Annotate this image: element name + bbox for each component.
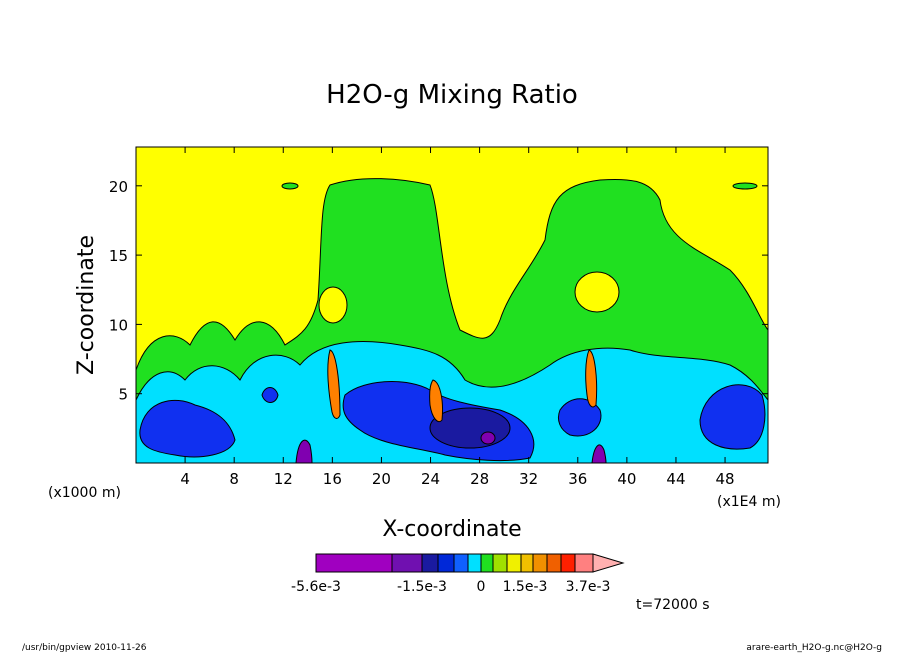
colorbar-swatch — [546, 553, 562, 573]
x-tick-label: 40 — [617, 470, 636, 488]
colorbar-swatch — [480, 553, 494, 573]
x-unit-right: (x1E4 m) — [717, 494, 781, 510]
y-tick-label: 5 — [118, 386, 128, 404]
colorbar-swatch — [560, 553, 576, 573]
field-blue-left — [139, 399, 236, 458]
field-blue-mid2 — [557, 398, 602, 437]
colorbar-tick-label: 3.7e-3 — [566, 579, 611, 595]
x-tick-label: 28 — [470, 470, 489, 488]
colorbar-swatch — [520, 553, 534, 573]
field-column-24 — [429, 379, 443, 423]
y-tick-label: 20 — [109, 178, 128, 196]
field-yellow-bubble-right — [574, 271, 620, 313]
field-column-16 — [327, 349, 341, 419]
colorbar-tick-label: -5.6e-3 — [291, 579, 341, 595]
colorbar-swatch — [574, 553, 594, 573]
x-axis-label: X-coordinate — [382, 517, 521, 542]
colorbar-swatch — [506, 553, 522, 573]
field-purple-base-left — [295, 439, 313, 463]
x-tick-label: 48 — [716, 470, 735, 488]
colorbar-swatch — [532, 553, 548, 573]
colorbar-swatch — [315, 553, 393, 573]
x-tick-label: 12 — [274, 470, 293, 488]
field-upper-patch-2 — [732, 182, 758, 190]
field-upper-patch-1 — [281, 182, 299, 190]
colorbar-swatch — [391, 553, 423, 573]
x-tick-label: 36 — [568, 470, 587, 488]
x-tick-label: 4 — [180, 470, 190, 488]
plot-frame — [135, 146, 769, 464]
x-tick-label: 16 — [323, 470, 342, 488]
y-axis-label: Z-coordinate — [74, 235, 99, 375]
field-yellow-bubble-left — [318, 286, 348, 324]
x-tick-label: 24 — [421, 470, 440, 488]
colorbar-swatch — [467, 553, 482, 573]
colorbar-swatch — [453, 553, 469, 573]
footer-left: /usr/bin/gpview 2010-11-26 — [22, 643, 147, 653]
time-label: t=72000 s — [636, 597, 710, 613]
field-blue-small — [261, 387, 279, 403]
colorbar — [315, 553, 625, 573]
x-tick-label: 44 — [666, 470, 685, 488]
colorbar-swatch — [437, 553, 455, 573]
colorbar-swatch — [421, 553, 439, 573]
chart-title: H2O-g Mixing Ratio — [326, 80, 578, 110]
colorbar-arrow — [592, 553, 625, 573]
field-blue-right — [699, 384, 766, 450]
x-tick-label: 8 — [229, 470, 239, 488]
y-axis: 5 10 15 20 — [109, 178, 768, 404]
colorbar-swatch — [492, 553, 508, 573]
plot-field — [136, 147, 768, 463]
x-tick-label: 32 — [519, 470, 538, 488]
field-purple-base-right — [591, 444, 607, 463]
footer-right: arare-earth_H2O-g.nc@H2O-g — [746, 643, 882, 653]
x-axis: 4 8 12 16 20 24 28 32 36 40 44 48 — [180, 147, 735, 488]
colorbar-tick-label: 0 — [477, 579, 486, 595]
field-column-36 — [585, 349, 598, 408]
colorbar-tick-label: 1.5e-3 — [503, 579, 548, 595]
x-unit-left: (x1000 m) — [48, 485, 121, 501]
y-tick-label: 15 — [109, 247, 128, 265]
colorbar-ticks: -5.6e-3 -1.5e-3 0 1.5e-3 3.7e-3 — [291, 579, 610, 595]
colorbar-tick-label: -1.5e-3 — [397, 579, 447, 595]
field-purple-core — [480, 431, 496, 445]
y-tick-label: 10 — [109, 316, 128, 334]
x-tick-label: 20 — [372, 470, 391, 488]
